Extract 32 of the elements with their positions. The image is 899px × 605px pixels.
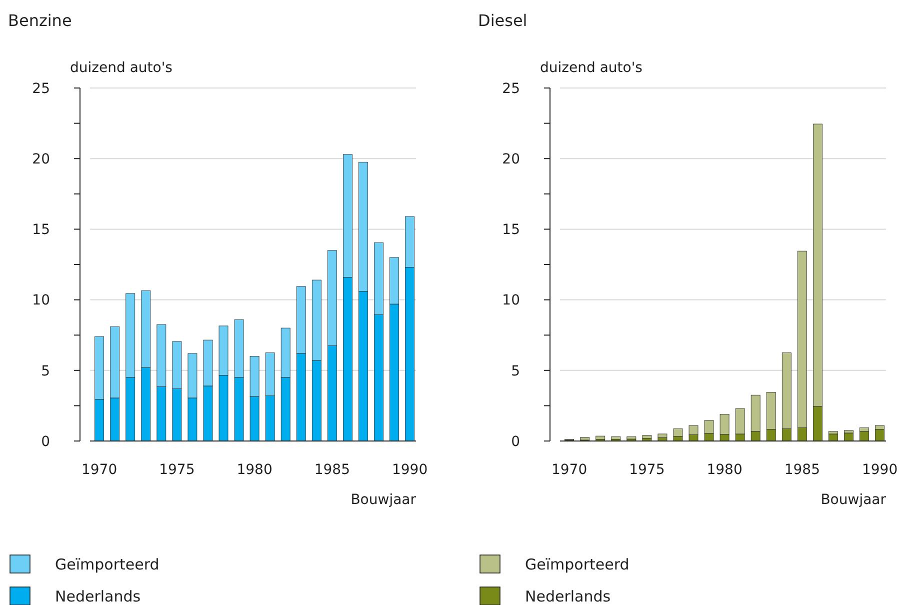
legend-label: Geïmporteerd — [525, 555, 630, 574]
x-tick-label: 1980 — [706, 462, 742, 478]
x-tick-label: 1975 — [159, 462, 195, 478]
y-tick-label: 0 — [511, 434, 520, 450]
y-axis-title: duizend auto's — [540, 60, 642, 76]
y-tick-label: 10 — [32, 292, 50, 309]
legend-label: Geïmporteerd — [55, 555, 160, 574]
x-tick-label: 1985 — [784, 462, 820, 478]
x-tick-label: 1990 — [392, 462, 428, 478]
x-tick-label: 1970 — [81, 462, 118, 478]
y-tick-label: 20 — [32, 152, 50, 168]
y-tick-label: 25 — [502, 80, 520, 97]
x-tick-label: 1970 — [551, 462, 588, 478]
y-tick-label: 5 — [41, 363, 50, 380]
x-tick-label: 1985 — [314, 462, 350, 478]
y-tick-label: 5 — [511, 363, 520, 380]
x-axis-title: Bouwjaar — [350, 492, 416, 508]
x-axis-title: Bouwjaar — [820, 492, 886, 508]
x-tick-label: 1975 — [629, 462, 665, 478]
y-tick-label: 15 — [502, 222, 520, 238]
x-tick-label: 1990 — [862, 462, 898, 478]
chart-title: Benzine — [8, 11, 72, 30]
y-tick-label: 0 — [41, 434, 50, 450]
x-tick-label: 1980 — [236, 462, 272, 478]
y-tick-label: 10 — [502, 292, 520, 309]
y-tick-label: 15 — [32, 222, 50, 238]
legend-label: Nederlands — [525, 587, 611, 605]
y-tick-label: 20 — [502, 152, 520, 168]
legend-label: Nederlands — [55, 587, 141, 605]
chart-title: Diesel — [478, 11, 528, 30]
y-tick-label: 25 — [32, 80, 50, 97]
y-axis-title: duizend auto's — [70, 60, 172, 76]
